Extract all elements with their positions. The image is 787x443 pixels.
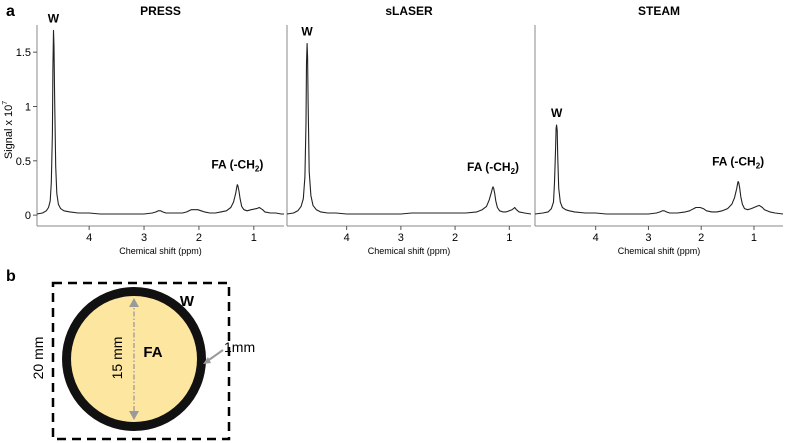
y-tick-label: 0 xyxy=(25,210,31,222)
x-tick-label: 1 xyxy=(751,232,757,244)
y-tick-label: 1 xyxy=(25,101,31,113)
wall-thickness-arrowhead xyxy=(203,357,211,364)
x-tick-label: 2 xyxy=(452,232,458,244)
diameter-arrow-top xyxy=(129,298,139,307)
x-tick-label: 1 xyxy=(506,232,512,244)
fa-peak-label: FA (-CH2) xyxy=(211,158,263,174)
water-peak-label: W xyxy=(48,11,60,25)
fat-label: FA xyxy=(143,344,162,361)
x-tick-label: 3 xyxy=(141,232,147,244)
y-axis-label: Signal x 107 xyxy=(2,101,15,159)
x-tick-label: 4 xyxy=(344,232,350,244)
x-axis-label: Chemical shift (ppm) xyxy=(618,246,701,256)
x-tick-label: 4 xyxy=(593,232,599,244)
x-axis-label: Chemical shift (ppm) xyxy=(368,246,451,256)
inner-dimension-label: 15 mm xyxy=(109,337,125,380)
chart-title: sLASER xyxy=(385,4,433,18)
outer-dimension-label: 20 mm xyxy=(30,337,46,380)
spectrum-line xyxy=(36,29,284,215)
chart-slaser: sLASER 4 3 2 1 Chemical shift (ppm) W FA (-CH2) xyxy=(286,4,532,256)
water-peak-label: W xyxy=(551,106,563,120)
y-tick-label: 0.5 xyxy=(16,156,31,168)
y-axis-label-text: Signal x 10 xyxy=(3,105,15,159)
x-axis-label: Chemical shift (ppm) xyxy=(119,246,202,256)
fat-region xyxy=(71,296,197,422)
fa-peak-label: FA (-CH2) xyxy=(712,154,764,170)
chart-title: STEAM xyxy=(638,4,680,18)
water-label: W xyxy=(180,293,195,310)
spectrum-line xyxy=(534,124,784,215)
x-tick-label: 4 xyxy=(86,232,92,244)
wall-thickness-label: 1mm xyxy=(224,339,255,355)
chart-title: PRESS xyxy=(140,4,181,18)
x-tick-label: 1 xyxy=(251,232,257,244)
chart-steam: STEAM 4 3 2 1 Chemical shift (ppm) W FA (-CH2) xyxy=(534,4,784,256)
diameter-arrow-bottom xyxy=(129,411,139,420)
panel-label-a: a xyxy=(6,3,15,20)
y-axis-label-exponent: 7 xyxy=(2,101,9,105)
chart-press: PRESS 4 3 2 1 Chemical shift (ppm) 0 0.5 1 1.5 W FA… xyxy=(16,4,284,256)
y-tick-label: 1.5 xyxy=(16,47,31,59)
water-peak-label: W xyxy=(301,24,313,38)
x-tick-label: 3 xyxy=(398,232,404,244)
x-tick-label: 3 xyxy=(645,232,651,244)
x-tick-label: 2 xyxy=(698,232,704,244)
spectrum-line xyxy=(286,42,532,215)
phantom-diagram: 15 mm 20 mm FA W 1mm xyxy=(30,281,255,441)
x-tick-label: 2 xyxy=(196,232,202,244)
panel-label-b: b xyxy=(6,268,16,285)
fa-peak-label: FA (-CH2) xyxy=(467,160,519,176)
phantom-dashed-frame xyxy=(51,281,231,441)
